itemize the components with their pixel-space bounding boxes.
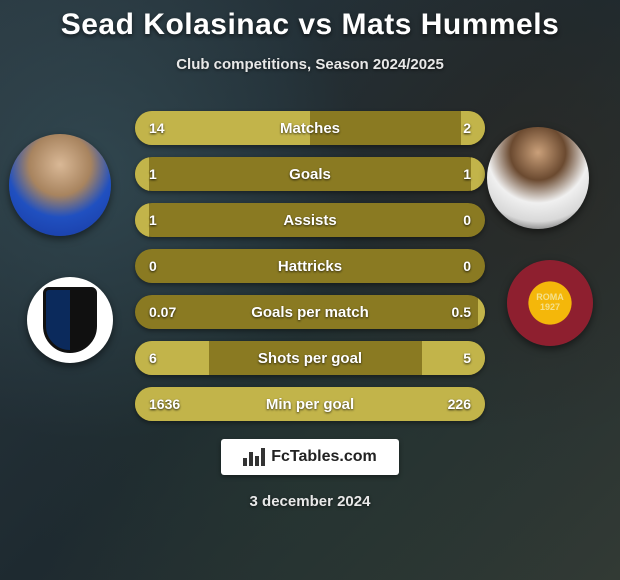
stat-value-left: 0.07	[149, 304, 176, 320]
stat-value-right: 0.5	[452, 304, 471, 320]
stat-value-right: 5	[463, 350, 471, 366]
stat-value-left: 1	[149, 212, 157, 228]
generation-date: 3 december 2024	[250, 493, 371, 510]
player-right-avatar	[487, 127, 589, 229]
stat-value-left: 14	[149, 120, 165, 136]
stat-value-right: 0	[463, 212, 471, 228]
stat-fill-right	[471, 157, 485, 191]
comparison-title: Sead Kolasinac vs Mats Hummels	[61, 8, 560, 42]
stat-row: 1636 226 Min per goal	[135, 387, 485, 421]
stat-value-right: 1	[463, 166, 471, 182]
club-right-badge: ROMA1927	[507, 260, 593, 346]
stat-row: 0 0 Hattricks	[135, 249, 485, 283]
stat-label: Assists	[283, 212, 336, 229]
comparison-subtitle: Club competitions, Season 2024/2025	[176, 56, 444, 73]
stat-row: 0.07 0.5 Goals per match	[135, 295, 485, 329]
stat-fill-right	[478, 295, 485, 329]
club-left-badge	[27, 277, 113, 363]
stat-fill-right	[422, 341, 485, 375]
stat-label: Goals per match	[251, 304, 369, 321]
stat-label: Matches	[280, 120, 340, 137]
stat-row: 6 5 Shots per goal	[135, 341, 485, 375]
player-left-avatar	[9, 134, 111, 236]
stat-value-left: 1	[149, 166, 157, 182]
stat-label: Min per goal	[266, 396, 354, 413]
stat-fill-left	[135, 203, 149, 237]
stat-value-left: 1636	[149, 396, 180, 412]
stat-row: 1 0 Assists	[135, 203, 485, 237]
stat-label: Hattricks	[278, 258, 342, 275]
stat-label: Goals	[289, 166, 331, 183]
stat-value-left: 0	[149, 258, 157, 274]
stat-label: Shots per goal	[258, 350, 362, 367]
stat-value-right: 226	[448, 396, 471, 412]
stats-panel: 14 2 Matches 1 1 Goals 1 0 Assists 0 0 Hattricks 0.0…	[135, 111, 485, 421]
site-logo[interactable]: FcTables.com	[221, 439, 399, 475]
stat-value-right: 2	[463, 120, 471, 136]
bar-chart-icon	[243, 448, 265, 466]
stat-value-right: 0	[463, 258, 471, 274]
stat-row: 1 1 Goals	[135, 157, 485, 191]
stat-fill-left	[135, 341, 209, 375]
stat-fill-left	[135, 157, 149, 191]
stat-row: 14 2 Matches	[135, 111, 485, 145]
stat-value-left: 6	[149, 350, 157, 366]
site-logo-text: FcTables.com	[271, 448, 377, 466]
